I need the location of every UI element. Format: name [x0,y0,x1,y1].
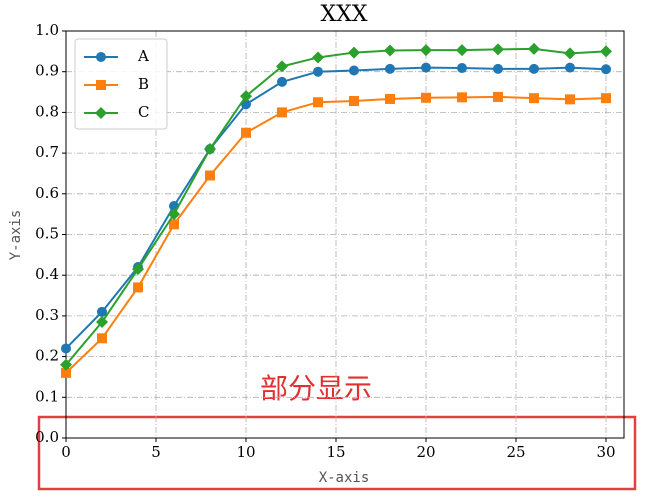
marker [61,367,71,378]
y-tick-label: 0.8 [35,102,59,120]
marker [348,46,360,59]
legend: ABC [74,38,168,130]
marker [457,92,467,103]
marker [60,358,72,371]
marker [168,208,180,221]
marker [600,45,612,58]
marker [384,44,396,57]
marker [565,62,575,73]
marker [205,170,215,181]
marker [492,43,504,56]
y-tick-label: 0.5 [35,225,59,243]
y-tick-label: 0.3 [35,306,59,324]
marker [564,47,576,60]
marker [277,107,287,118]
marker [493,63,503,74]
x-tick-label: 30 [596,443,615,461]
marker [601,93,611,104]
x-axis-label: X-axis [319,470,370,486]
legend-label: B [138,75,149,93]
marker [349,65,359,76]
marker [385,93,395,104]
series-line [65,47,607,366]
marker [601,64,611,75]
marker [349,96,359,107]
marker [97,333,107,344]
marker [132,263,144,276]
y-tick-label: 0.0 [35,428,59,446]
marker [312,51,324,64]
y-tick-label: 0.9 [35,62,59,80]
marker [61,343,71,354]
x-tick-label: 10 [236,443,255,461]
y-tick-label: 0.7 [35,143,59,161]
marker [529,93,539,104]
x-tick-label: 20 [416,443,435,461]
y-tick-label: 0.4 [35,265,59,283]
y-tick-label: 0.1 [35,387,59,405]
marker [241,127,251,138]
marker [96,80,106,90]
marker [95,107,107,119]
series-line [65,95,607,374]
marker [169,219,179,230]
marker [96,52,106,62]
series-line [65,66,607,350]
legend-label: C [138,103,149,121]
marker [385,63,395,74]
marker [421,62,431,73]
x-tick-label: 25 [506,443,525,461]
marker [96,316,108,329]
marker [97,306,107,317]
annotation: 部分显示 [260,372,372,405]
marker [241,99,251,110]
x-tick-label: 15 [326,443,345,461]
marker [529,63,539,74]
x-tick-label: 0 [61,443,71,461]
marker [240,90,252,103]
marker [528,42,540,55]
marker [276,60,288,73]
x-tick-label: 5 [151,443,161,461]
chart-title: XXX [321,2,368,27]
legend-label: A [137,47,149,65]
plot-frame [65,30,625,439]
y-tick-label: 0.6 [35,184,59,202]
marker [133,282,143,293]
y-tick-label: 0.2 [35,347,59,365]
y-axis-label: Y-axis [8,210,24,261]
marker [565,94,575,105]
legend-frame [74,38,168,130]
marker [313,66,323,77]
highlight-box [37,415,637,491]
marker [493,91,503,102]
marker [277,76,287,87]
marker [204,143,216,156]
marker [313,97,323,108]
marker [421,92,431,103]
marker [457,63,467,74]
y-tick-label: 1.0 [35,21,59,39]
marker [420,44,432,57]
marker [456,44,468,57]
